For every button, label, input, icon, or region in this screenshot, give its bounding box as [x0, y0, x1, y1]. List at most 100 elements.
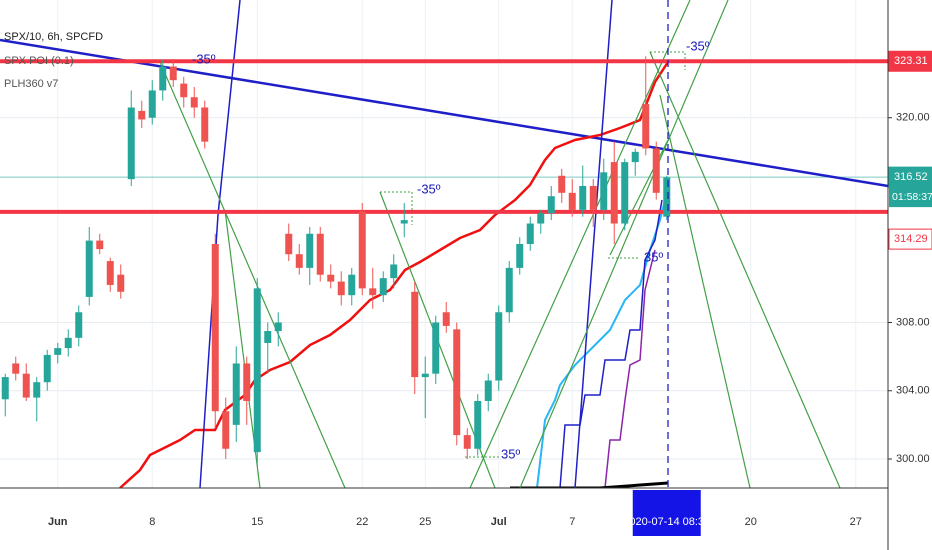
price-tag — [888, 228, 932, 250]
candle-body — [75, 312, 83, 338]
y-tick-label: 320.00 — [896, 112, 930, 124]
candle-body — [106, 261, 114, 285]
y-tick-label: 308.00 — [896, 316, 930, 328]
candle-body — [453, 329, 461, 436]
candle-body — [117, 274, 125, 292]
candle-body — [201, 107, 209, 142]
candle-body — [264, 331, 272, 343]
candle-body — [495, 312, 503, 381]
candle-body — [85, 240, 93, 297]
candle-body — [358, 211, 366, 289]
candle-body — [610, 162, 618, 224]
indicator-line — [559, 199, 663, 489]
candle-body — [547, 196, 555, 214]
candle-body — [295, 254, 303, 268]
green-line — [659, 94, 751, 489]
candle-body — [369, 288, 377, 296]
green-line — [519, 0, 729, 489]
x-tick-label: 8 — [149, 516, 155, 528]
y-tick-label: 300.00 — [896, 453, 930, 465]
candle-body — [232, 363, 240, 425]
candle-body — [537, 213, 545, 224]
y-tick-label: 304.00 — [896, 385, 930, 397]
crosshair-label-bg — [632, 490, 701, 536]
price-axis — [888, 0, 932, 550]
drawings — [0, 0, 889, 490]
candle-body — [589, 185, 597, 210]
candle-body — [1, 377, 9, 400]
candle-body — [663, 177, 671, 217]
countdown-bg — [889, 187, 932, 208]
x-tick-label: 15 — [251, 516, 263, 528]
crosshair-label: 2020-07-14 08:30 — [623, 516, 710, 528]
countdown: 01:58:37 — [892, 191, 932, 203]
candle-body — [400, 220, 408, 224]
candle-body — [642, 104, 650, 149]
candle-body — [348, 274, 356, 296]
candle-body — [148, 90, 156, 118]
dotted-box — [380, 191, 413, 225]
x-tick-label: 22 — [356, 516, 368, 528]
candle-body — [600, 172, 608, 210]
x-tick-label: 20 — [745, 516, 757, 528]
candle-body — [22, 373, 30, 398]
trend-line — [0, 38, 889, 188]
candle-body — [190, 97, 198, 108]
annotation: 35º — [644, 249, 663, 264]
green-line — [649, 51, 841, 489]
candle-body — [558, 175, 566, 193]
candle-body — [516, 244, 524, 268]
candle-body — [54, 348, 62, 355]
candle-body — [631, 151, 639, 163]
candle-body — [33, 382, 41, 398]
candle-body — [96, 240, 104, 250]
indicator-label: PLH360 v7 — [4, 78, 58, 90]
indicator-line — [604, 249, 656, 489]
candle-body — [505, 267, 513, 313]
indicator-line — [199, 0, 241, 489]
candle-body — [652, 148, 660, 193]
candle-body — [568, 192, 576, 210]
candle-body — [327, 274, 335, 282]
candle-body — [579, 185, 587, 210]
x-tick-label: 7 — [569, 516, 575, 528]
annotation: -35º — [192, 51, 216, 66]
candle-body — [180, 83, 188, 98]
candle-body — [138, 110, 146, 120]
candle-body — [285, 233, 293, 255]
x-tick-label: 27 — [850, 516, 862, 528]
candle-body — [442, 312, 450, 326]
annotation: 35º — [501, 446, 520, 461]
price-tag — [888, 50, 932, 72]
candle-body — [316, 233, 324, 275]
candle-body — [621, 162, 629, 224]
annotation: -35º — [686, 38, 710, 53]
x-tick-label: 25 — [419, 516, 431, 528]
candle-body — [526, 223, 534, 244]
candle-body — [243, 363, 251, 401]
candle-body — [222, 411, 230, 449]
time-axis — [0, 488, 888, 550]
candle-body — [484, 380, 492, 401]
candle-body — [211, 244, 219, 412]
indicator-line — [119, 61, 670, 489]
candle-body — [253, 288, 261, 453]
candle-body — [474, 400, 482, 449]
indicator-label: SPX POI (0.1) — [4, 55, 74, 67]
candle-body — [390, 264, 398, 279]
price-tag-label: 316.52 — [894, 171, 928, 183]
candle-body — [274, 322, 282, 332]
candle-body — [463, 435, 471, 449]
indicator-line — [574, 0, 613, 489]
candle-body — [127, 107, 135, 180]
candle-body — [379, 278, 387, 296]
indicator-label: SPX/10, 6h, SPCFD — [4, 31, 103, 43]
candle-body — [432, 322, 440, 374]
axes: 300.00 304.00 308.00 320.00 Jun 8 15 22 25 Jul 7 20… — [48, 50, 932, 536]
candle-body — [421, 373, 429, 378]
plot — [0, 56, 888, 466]
candle-body — [306, 233, 314, 268]
candle-body — [12, 363, 20, 374]
candle-body — [411, 291, 419, 378]
